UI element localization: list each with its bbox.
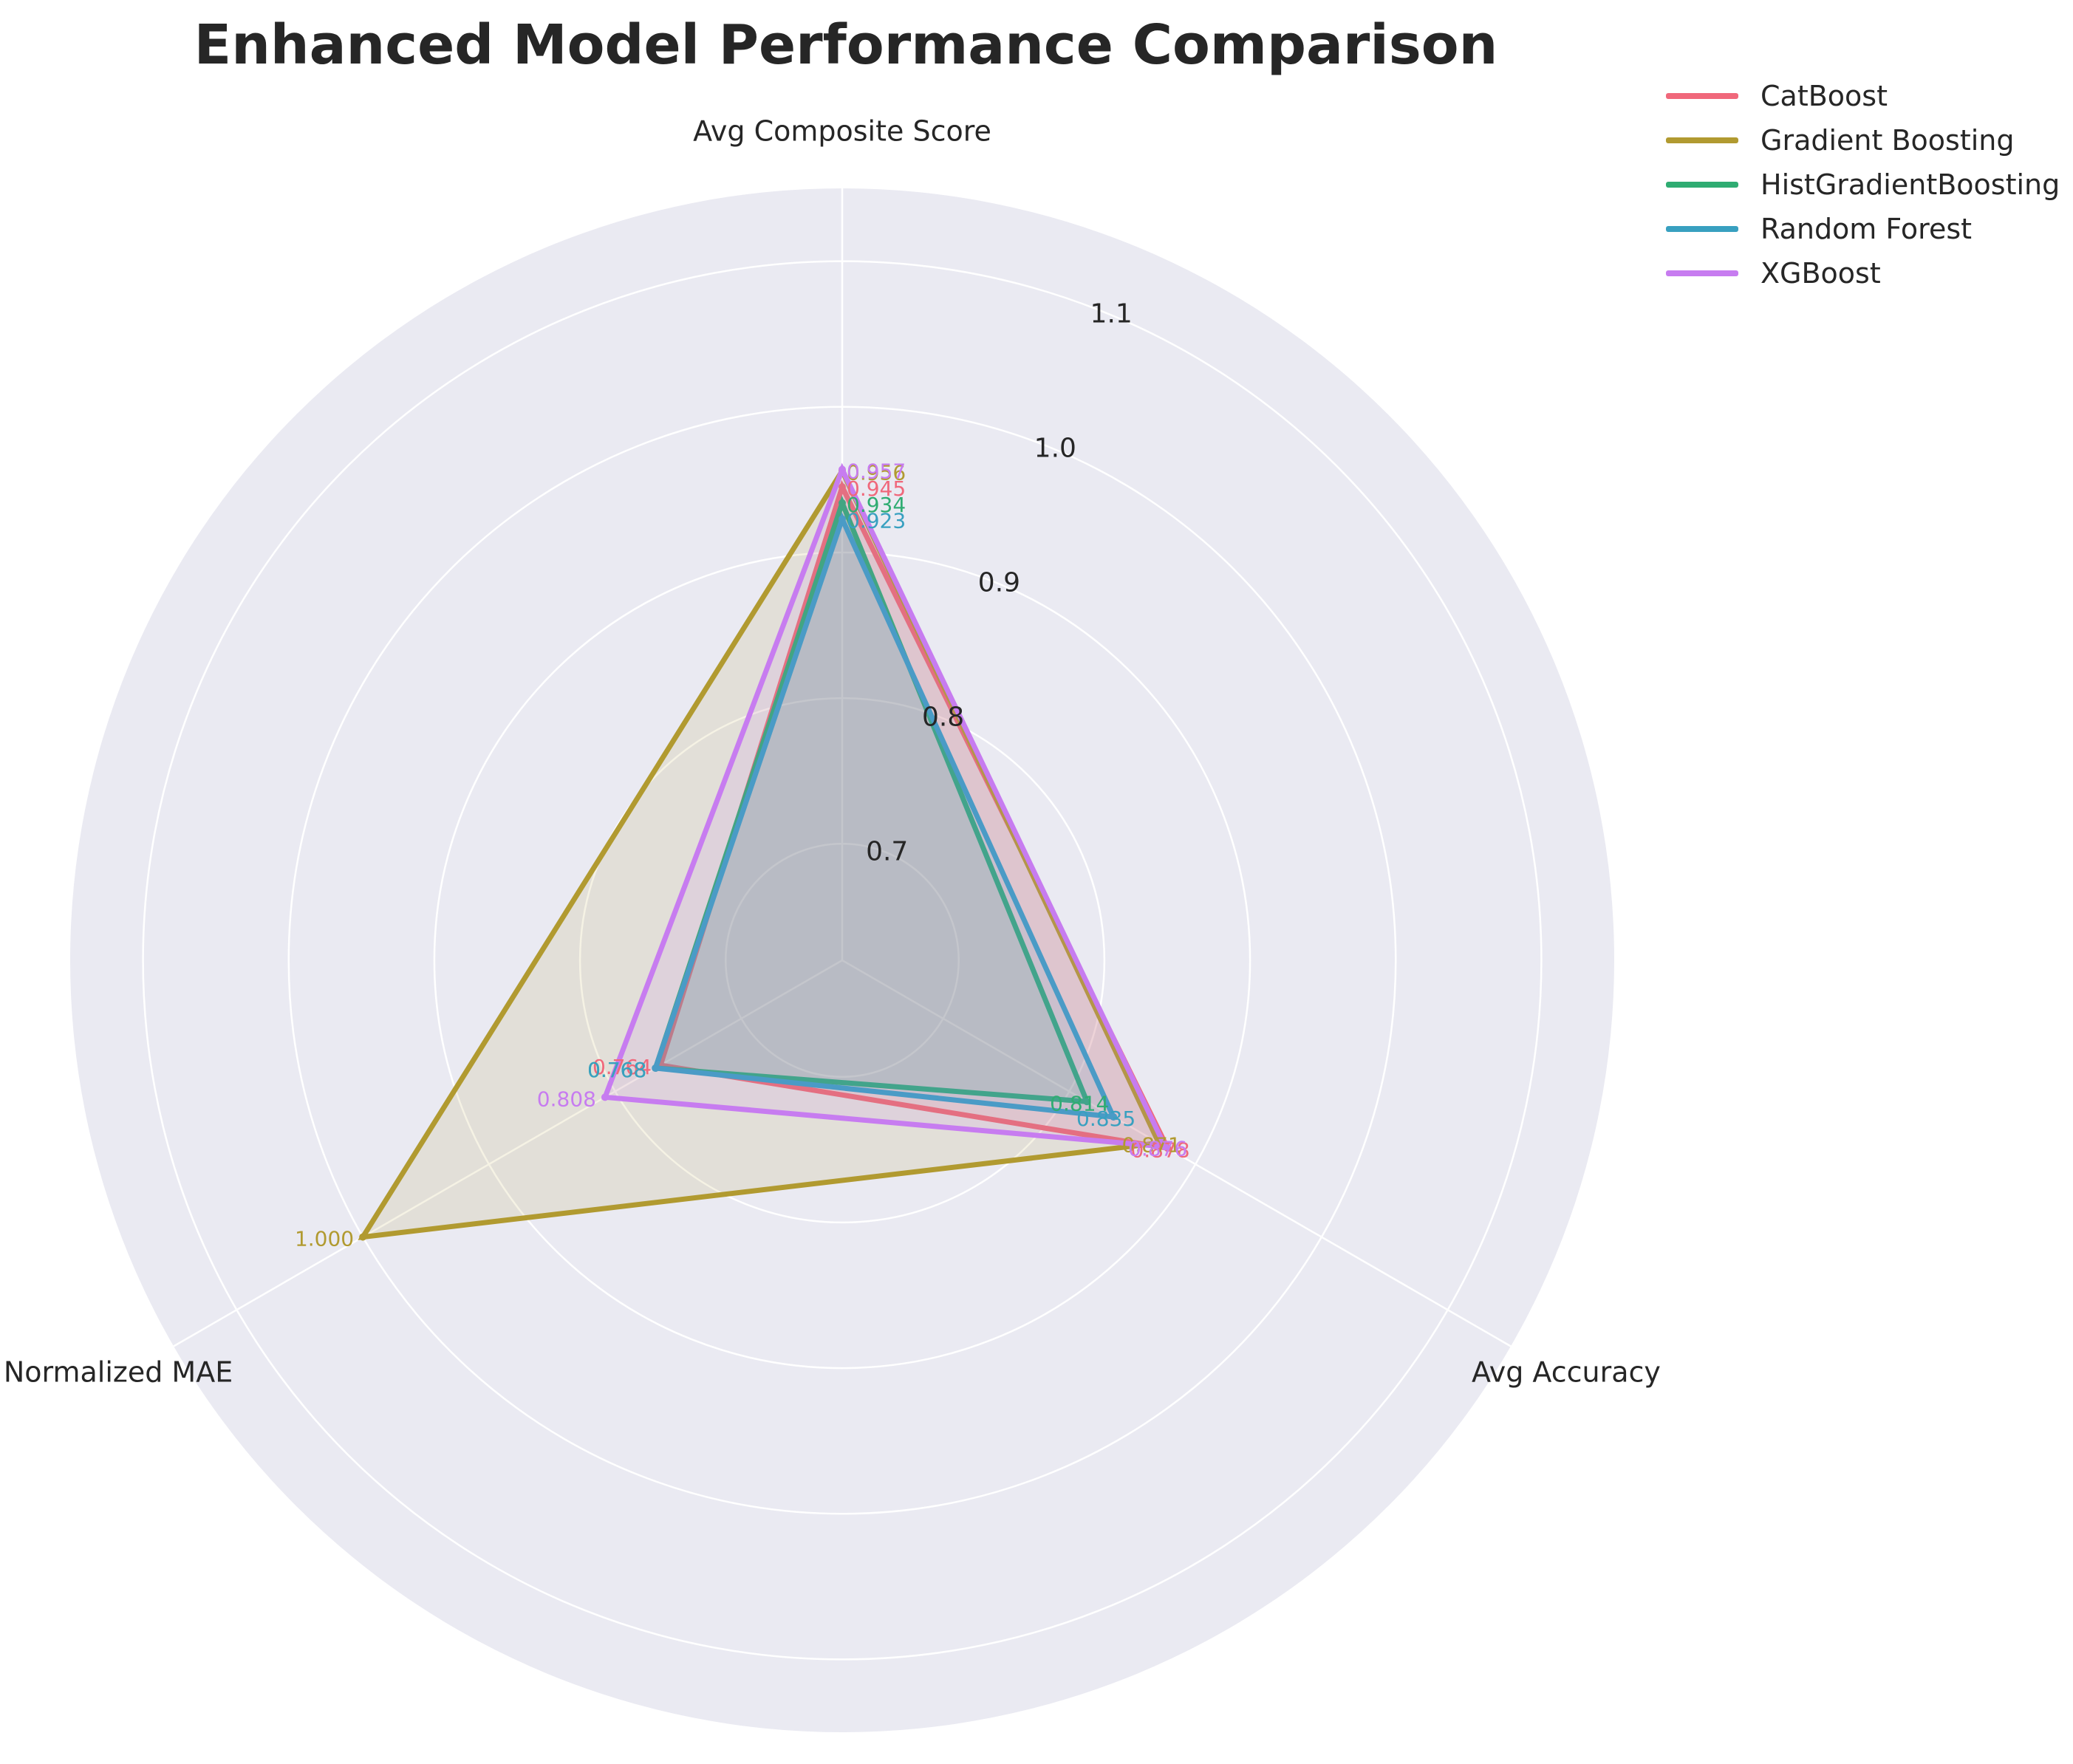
data-point: [359, 1233, 367, 1241]
radial-tick-label: 1.0: [1034, 433, 1076, 463]
data-point: [839, 465, 846, 474]
legend-swatch: [1666, 226, 1738, 232]
data-label: 0.768: [587, 1058, 646, 1082]
chart-title: Enhanced Model Performance Comparison: [194, 13, 1498, 77]
data-label: 0.923: [847, 509, 906, 533]
data-point: [652, 1064, 660, 1072]
legend-label: Random Forest: [1760, 213, 1973, 245]
legend: CatBoost Gradient Boosting HistGradientBoo…: [1666, 74, 2060, 295]
legend-swatch: [1666, 182, 1738, 188]
legend-swatch: [1666, 137, 1738, 143]
data-label: 1.000: [295, 1227, 354, 1251]
data-label: 0.764: [592, 1055, 652, 1079]
legend-item: Gradient Boosting: [1666, 118, 2060, 163]
data-label: 0.808: [537, 1087, 596, 1111]
legend-item: CatBoost: [1666, 74, 2060, 118]
axis-spoke: [173, 959, 843, 1347]
series-polygon: [601, 462, 1169, 1150]
data-label: 0.768: [587, 1058, 646, 1082]
radial-tick-label: 0.7: [866, 836, 908, 866]
data-label: 0.945: [847, 476, 906, 501]
radial-tick-label: 0.8: [922, 702, 964, 732]
axis-spoke: [841, 959, 1512, 1347]
radial-tick-label: 1.1: [1090, 298, 1133, 329]
legend-label: CatBoost: [1760, 80, 1888, 112]
data-label: 0.871: [1122, 1132, 1181, 1157]
legend-item: XGBoost: [1666, 251, 2060, 295]
data-point: [1083, 1098, 1091, 1106]
data-label: 0.835: [1076, 1107, 1135, 1131]
legend-swatch: [1666, 93, 1738, 99]
legend-swatch: [1666, 270, 1738, 276]
axis-label: Avg Composite Score: [693, 115, 991, 148]
data-point: [1161, 1143, 1169, 1151]
radial-tick-label: 0.9: [978, 567, 1020, 598]
data-label: 0.876: [1128, 1136, 1187, 1160]
data-point: [601, 1093, 609, 1101]
data-label: 0.934: [847, 493, 906, 517]
legend-label: XGBoost: [1760, 257, 1881, 290]
data-point: [839, 499, 846, 507]
data-point: [1110, 1112, 1118, 1121]
data-point: [839, 515, 846, 523]
data-label: 0.878: [1130, 1138, 1189, 1162]
legend-label: HistGradientBoosting: [1760, 168, 2060, 201]
legend-label: Gradient Boosting: [1760, 124, 2015, 157]
series-polygon: [652, 512, 1118, 1121]
legend-item: HistGradientBoosting: [1666, 163, 2060, 207]
axis-label: Avg Accuracy: [1472, 1356, 1661, 1389]
legend-item: Random Forest: [1666, 207, 2060, 251]
data-point: [839, 483, 846, 491]
data-label: 0.956: [847, 461, 906, 485]
axis-label: Normalized MAE: [4, 1356, 233, 1389]
data-label: 0.814: [1050, 1091, 1109, 1115]
data-label: 0.957: [847, 459, 906, 484]
